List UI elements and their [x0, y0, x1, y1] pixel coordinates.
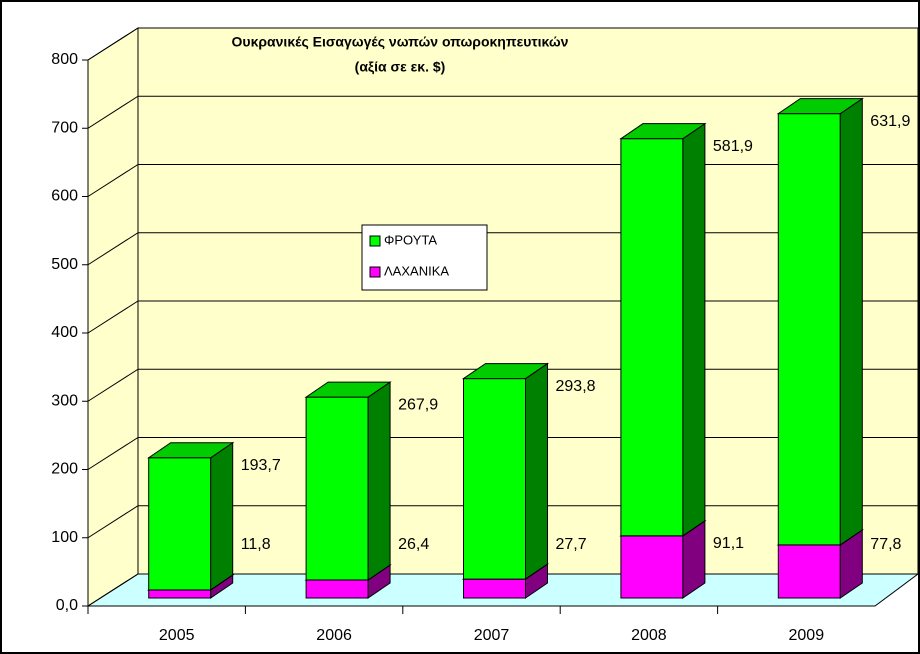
bar-side [210, 441, 234, 591]
bar-front [148, 589, 212, 599]
y-tick-label: 800 [51, 51, 78, 68]
bar-front [777, 113, 841, 546]
x-tick-label: 2008 [631, 627, 667, 644]
grid-line [87, 27, 918, 61]
data-label: 193,7 [241, 457, 281, 474]
y-tick-label: 500 [51, 256, 78, 273]
x-tick-label: 2007 [474, 627, 510, 644]
legend-label: ΦΡΟΥΤΑ [384, 232, 437, 247]
bar-side [367, 381, 391, 581]
bar-front [305, 396, 369, 581]
data-label: 91,1 [713, 535, 744, 552]
bar-top [304, 381, 392, 398]
bar-top [619, 123, 707, 140]
y-tick-label: 200 [51, 461, 78, 478]
data-label: 11,8 [241, 536, 271, 553]
x-tick-label: 2009 [789, 627, 825, 644]
y-tick-label: 300 [51, 392, 78, 409]
legend-label: ΛΑΧΑΝΙΚΑ [384, 263, 449, 278]
bar-front [148, 457, 212, 591]
y-tick-label: 600 [51, 188, 78, 205]
bar-top [776, 98, 864, 115]
bar-front [620, 535, 684, 599]
data-label: 27,7 [556, 536, 587, 553]
data-label: 293,8 [556, 378, 596, 395]
y-tick-label: 100 [51, 529, 78, 546]
bar-front [463, 578, 526, 599]
data-label: 26,4 [398, 536, 429, 553]
data-label: 631,9 [870, 113, 910, 130]
data-label: 581,9 [713, 138, 753, 155]
legend-box [361, 224, 488, 291]
bar-side [682, 122, 706, 537]
data-label: 77,8 [870, 536, 901, 553]
x-tick-label: 2005 [159, 627, 195, 644]
chart-title: Ουκρανικές Εισαγωγές νωπών οπωροκηπευτικ… [232, 34, 569, 50]
grid-line [87, 95, 918, 129]
bar-front [777, 544, 841, 599]
data-label: 267,9 [398, 396, 438, 413]
bar-top [461, 363, 550, 380]
x-tick-label: 2006 [316, 627, 352, 644]
legend-swatch [369, 266, 381, 278]
bar-front [463, 378, 526, 580]
bar-front [620, 138, 684, 537]
bar-front [305, 579, 369, 599]
y-tick-label: 400 [51, 324, 78, 341]
y-tick-label: 0,0 [56, 597, 78, 614]
bar-side [839, 97, 863, 546]
bar-side [525, 362, 548, 581]
bar-top [147, 442, 235, 459]
chart-subtitle: (αξία σε εκ. $) [355, 59, 446, 75]
y-tick-label: 700 [51, 119, 78, 136]
legend-swatch [369, 235, 381, 247]
